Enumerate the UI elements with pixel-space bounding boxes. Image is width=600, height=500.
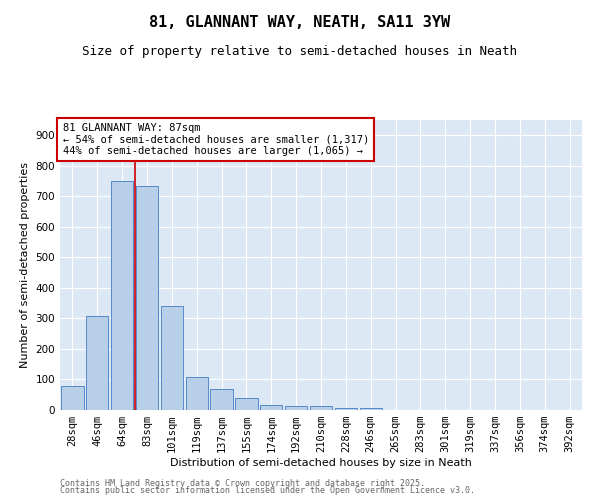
Bar xyxy=(359,408,382,410)
Bar xyxy=(285,406,307,410)
Bar xyxy=(235,398,257,410)
Bar xyxy=(211,389,233,410)
Text: Size of property relative to semi-detached houses in Neath: Size of property relative to semi-detach… xyxy=(83,45,517,58)
Y-axis label: Number of semi-detached properties: Number of semi-detached properties xyxy=(20,162,30,368)
Bar xyxy=(161,306,183,410)
Text: 81, GLANNANT WAY, NEATH, SA11 3YW: 81, GLANNANT WAY, NEATH, SA11 3YW xyxy=(149,15,451,30)
Bar xyxy=(136,186,158,410)
Bar xyxy=(61,386,83,410)
Bar xyxy=(86,316,109,410)
Text: 81 GLANNANT WAY: 87sqm
← 54% of semi-detached houses are smaller (1,317)
44% of : 81 GLANNANT WAY: 87sqm ← 54% of semi-det… xyxy=(62,123,369,156)
Bar xyxy=(260,406,283,410)
Text: Contains HM Land Registry data © Crown copyright and database right 2025.: Contains HM Land Registry data © Crown c… xyxy=(60,478,425,488)
Bar xyxy=(335,408,357,410)
Bar xyxy=(111,181,133,410)
Bar xyxy=(185,377,208,410)
Bar xyxy=(310,406,332,410)
X-axis label: Distribution of semi-detached houses by size in Neath: Distribution of semi-detached houses by … xyxy=(170,458,472,468)
Text: Contains public sector information licensed under the Open Government Licence v3: Contains public sector information licen… xyxy=(60,486,475,495)
